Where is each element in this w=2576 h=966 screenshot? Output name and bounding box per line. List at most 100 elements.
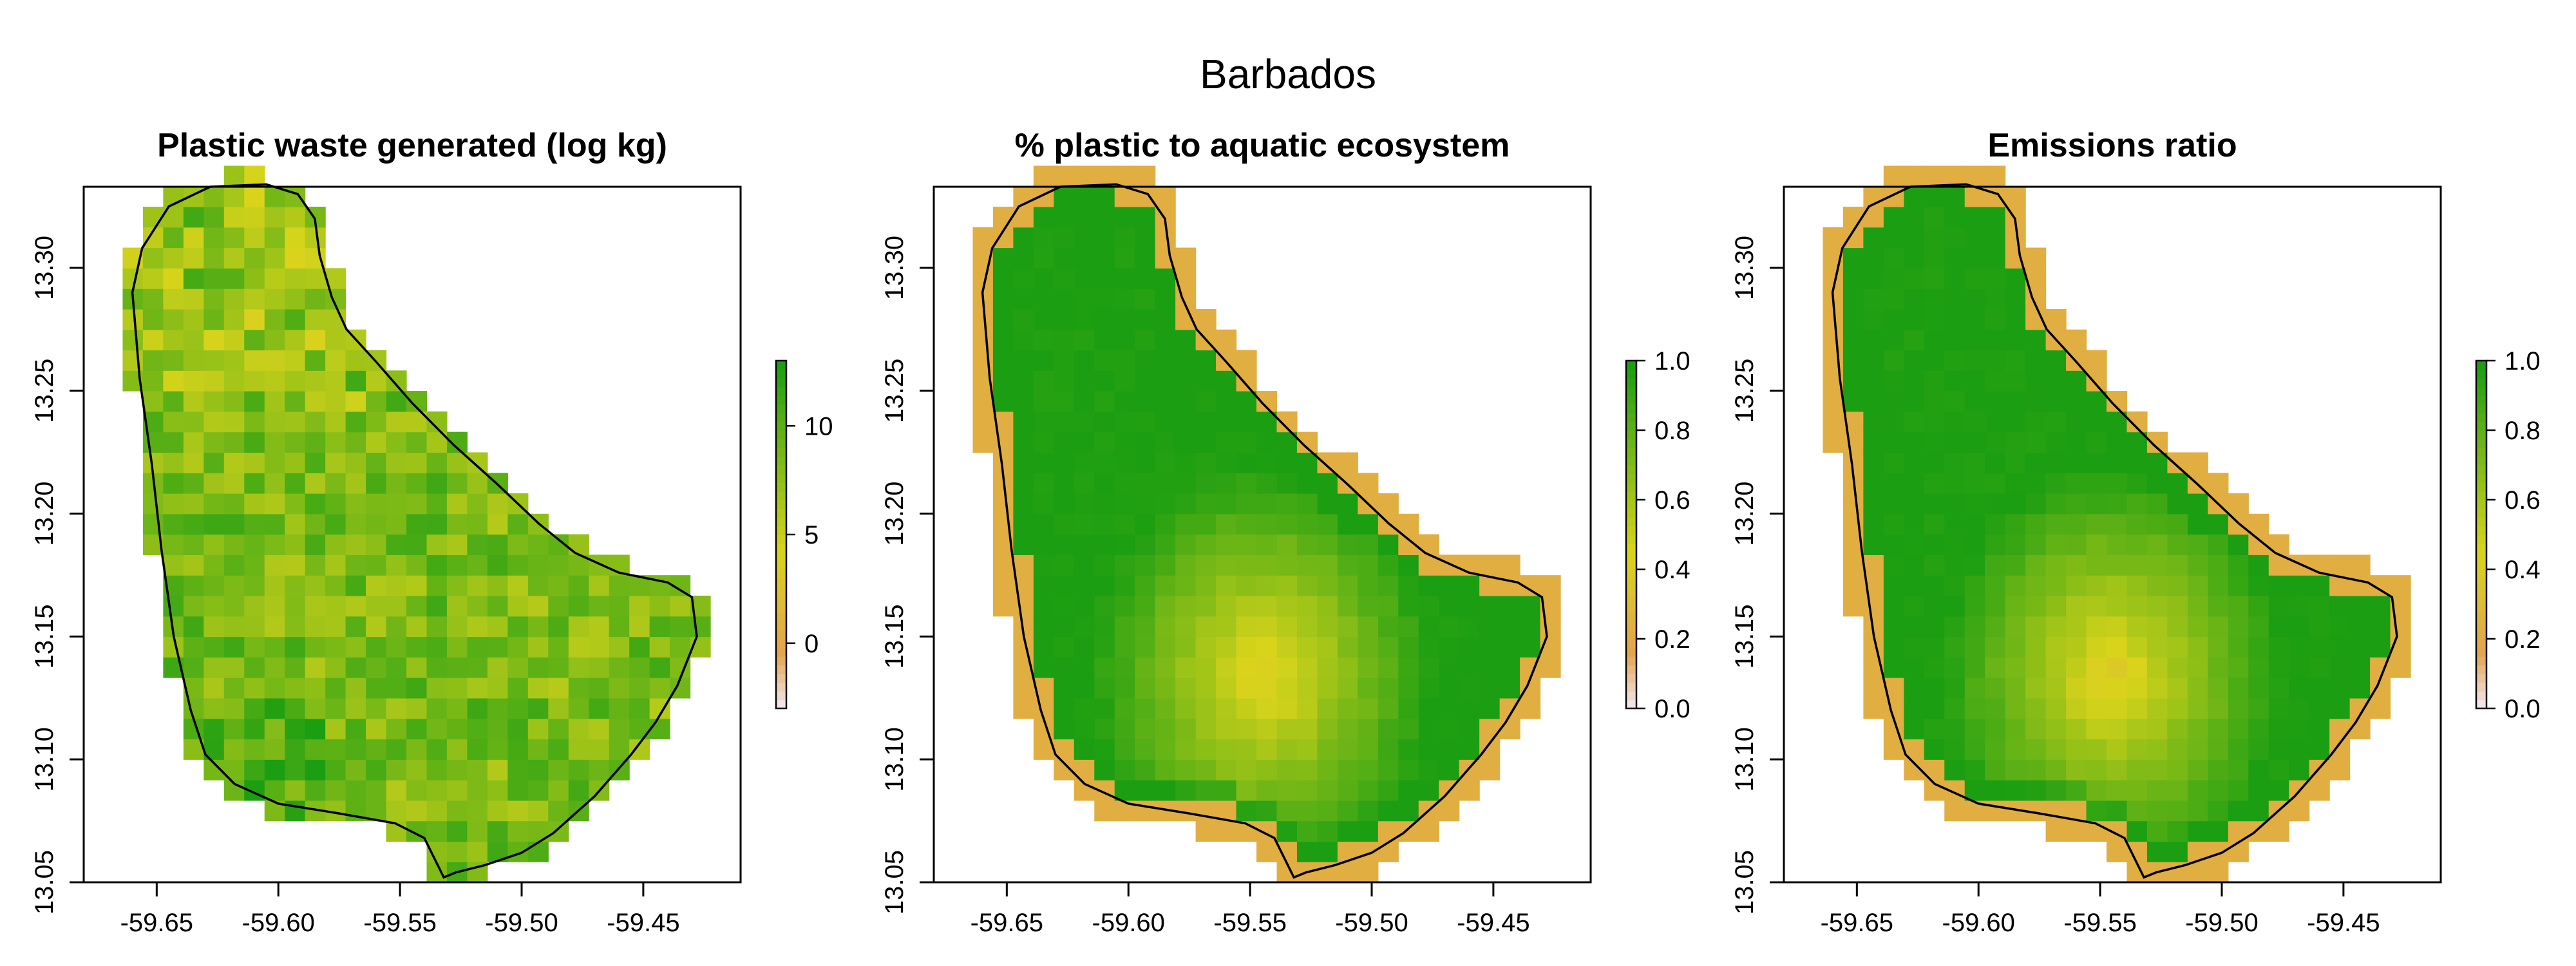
raster-cell (2025, 350, 2047, 371)
raster-cell (1074, 595, 1095, 617)
raster-cell (2208, 780, 2229, 801)
raster-cell (1114, 411, 1135, 433)
raster-cell (1013, 308, 1034, 330)
raster-cell (345, 697, 366, 719)
raster-cell (1094, 452, 1115, 473)
raster-cell (1883, 370, 1904, 392)
raster-cell (1033, 370, 1054, 392)
raster-cell (406, 534, 428, 555)
raster-cell (1985, 289, 2006, 310)
raster-cell (1398, 636, 1419, 658)
raster-cell (1175, 411, 1197, 433)
raster-cell (204, 227, 225, 249)
raster-cell (1985, 473, 2006, 494)
raster-cell (1175, 247, 1197, 269)
raster-cell (548, 677, 569, 699)
raster-cell (285, 636, 306, 658)
raster-cell (1135, 247, 1156, 269)
raster-cell (1054, 166, 1075, 187)
raster-cell (589, 759, 610, 781)
raster-cell (264, 350, 285, 371)
raster-cell (1296, 554, 1318, 576)
raster-cell (1155, 575, 1176, 596)
raster-cell (1236, 595, 1257, 617)
raster-cell (1378, 636, 1399, 658)
raster-cell (2167, 718, 2188, 740)
raster-cell (345, 677, 366, 699)
raster-cell (1904, 391, 1925, 412)
raster-cell (2126, 636, 2148, 658)
raster-cell (204, 718, 225, 740)
raster-cell (1155, 308, 1176, 330)
raster-cell (2025, 329, 2047, 351)
raster-cell (183, 370, 204, 392)
legend-tick-label: 0.8 (1654, 417, 1690, 445)
raster-cell (507, 697, 529, 719)
raster-cell (142, 431, 164, 453)
raster-cell (2066, 759, 2087, 781)
raster-cell (1054, 534, 1075, 555)
raster-cell (285, 616, 306, 638)
raster-cell (1094, 411, 1115, 433)
raster-cell (345, 780, 366, 801)
raster-cell (1256, 473, 1278, 494)
raster-cell (386, 452, 407, 473)
raster-cell (244, 595, 265, 617)
raster-cell (2187, 739, 2208, 760)
raster-cell (1540, 575, 1561, 596)
legend-tick-label: 0.4 (2505, 556, 2541, 584)
raster-cell (1195, 718, 1217, 740)
raster-cell (1074, 329, 1095, 351)
raster-cell (2187, 513, 2208, 535)
raster-cell (2025, 759, 2047, 781)
raster-cell (2187, 800, 2208, 822)
raster-cell (325, 718, 346, 740)
raster-cell (487, 534, 508, 555)
raster-cell (223, 718, 245, 740)
legend-swatch (776, 421, 786, 431)
raster-cell (629, 616, 650, 638)
plot-frame (933, 185, 1592, 884)
raster-cell (142, 493, 164, 515)
raster-cell (2066, 411, 2087, 433)
raster-cell (386, 739, 407, 760)
raster-cell (2208, 677, 2229, 699)
raster-cell (2005, 718, 2026, 740)
raster-cell (992, 431, 1014, 453)
raster-cell (2228, 780, 2249, 801)
raster-cell (1175, 697, 1197, 719)
raster-cell (204, 575, 225, 596)
raster-cell (2268, 534, 2289, 555)
raster-cell (1195, 636, 1217, 658)
raster-cell (1135, 554, 1156, 576)
raster-cell (2005, 431, 2026, 453)
legend-swatch (1626, 421, 1636, 431)
raster-cell (1033, 513, 1054, 535)
raster-cell (2005, 575, 2026, 596)
raster-cell (2086, 677, 2107, 699)
raster-cell (142, 370, 164, 392)
raster-cell (1296, 616, 1318, 638)
raster-cell (467, 820, 488, 842)
raster-cell (1033, 534, 1054, 555)
raster-cell (1155, 697, 1176, 719)
raster-cell (1175, 554, 1197, 576)
raster-cell (1236, 616, 1257, 638)
raster-cell (548, 739, 569, 760)
raster-cell (325, 554, 346, 576)
raster-cell (1378, 718, 1399, 740)
raster-cell (2045, 636, 2067, 658)
raster-cell (204, 473, 225, 494)
raster-cell (1296, 513, 1318, 535)
legend-swatch (776, 639, 786, 649)
raster-cell (386, 697, 407, 719)
raster-cell (264, 575, 285, 596)
y-tick-label: 13.15 (880, 604, 909, 668)
raster-cell (2289, 759, 2310, 781)
raster-cell (1114, 370, 1135, 392)
raster-cell (223, 513, 245, 535)
raster-cell (1439, 739, 1460, 760)
raster-cell (204, 268, 225, 289)
raster-cell (2107, 800, 2128, 822)
raster-cell (2045, 554, 2067, 576)
